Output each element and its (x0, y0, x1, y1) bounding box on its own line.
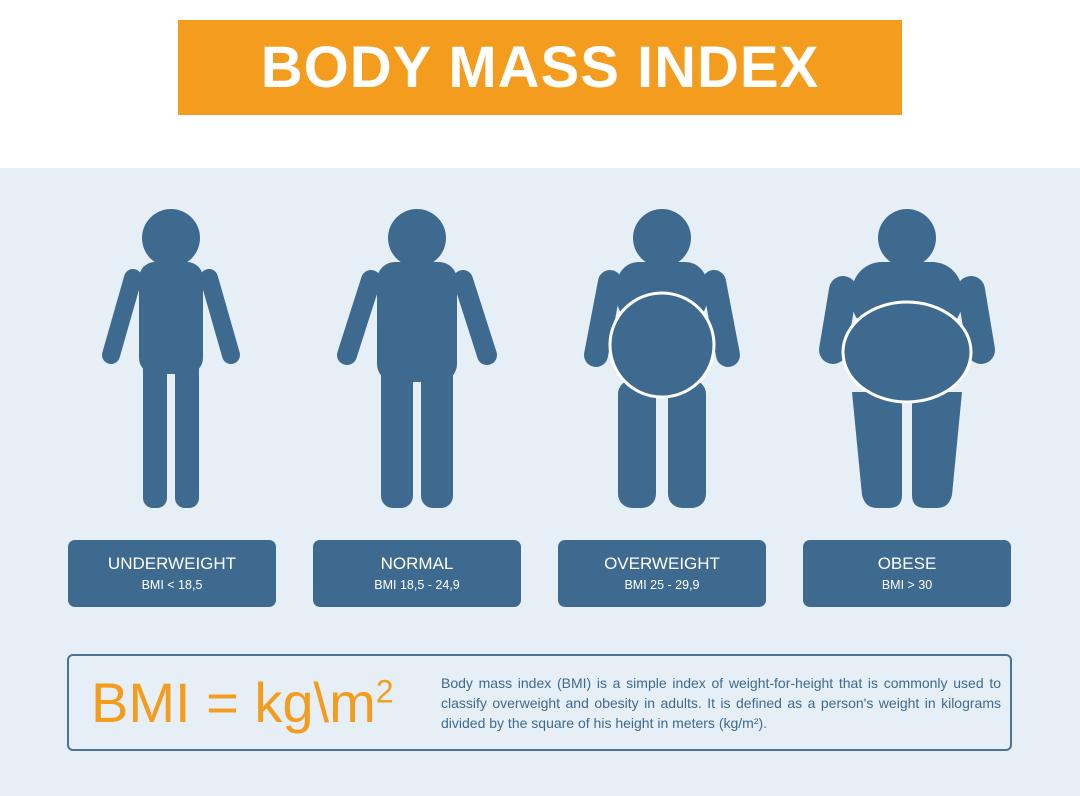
page-title: BODY MASS INDEX (178, 20, 902, 115)
obese-figure-icon (819, 209, 995, 508)
category-name: OVERWEIGHT (604, 554, 720, 573)
bmi-formula: BMI = kg\m2 (91, 670, 394, 735)
overweight-figure-icon (584, 209, 740, 508)
formula-exponent: 2 (375, 673, 394, 710)
category-range: BMI 25 - 29,9 (624, 578, 700, 592)
category-range: BMI 18,5 - 24,9 (374, 578, 460, 592)
category-card-overweight: OVERWEIGHT BMI 25 - 29,9 (558, 540, 766, 607)
category-name: NORMAL (380, 554, 454, 573)
category-card-underweight: UNDERWEIGHT BMI < 18,5 (68, 540, 276, 607)
formula-text: BMI = kg\m (91, 671, 376, 734)
category-card-normal: NORMAL BMI 18,5 - 24,9 (313, 540, 521, 607)
category-range: BMI < 18,5 (141, 578, 203, 592)
bmi-description: Body mass index (BMI) is a simple index … (441, 675, 1001, 731)
category-range: BMI > 30 (881, 578, 933, 592)
formula-box: BMI = kg\m2 Body mass index (BMI) is a s… (67, 654, 1012, 751)
normal-figure-icon (337, 209, 497, 508)
category-name: UNDERWEIGHT (107, 554, 237, 573)
body-figures (102, 209, 995, 508)
underweight-figure-icon (102, 209, 240, 508)
category-card-obese: OBESE BMI > 30 (803, 540, 1011, 607)
category-name: OBESE (877, 554, 937, 573)
